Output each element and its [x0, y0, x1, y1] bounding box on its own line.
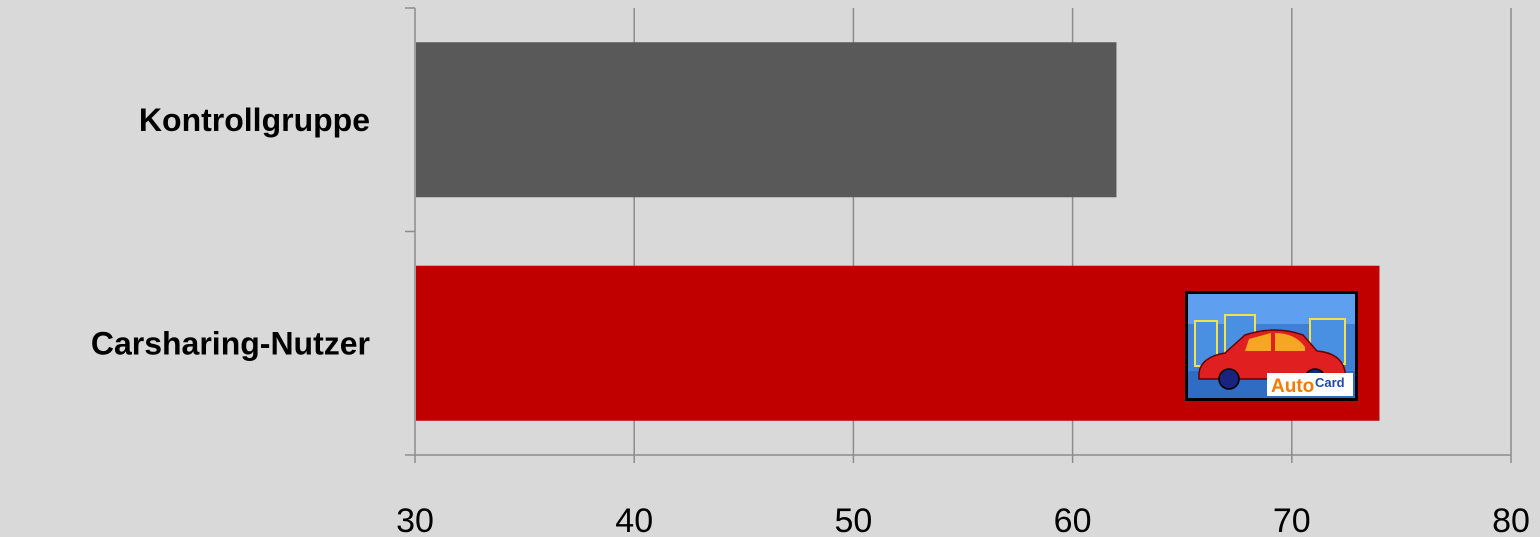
bar [416, 42, 1117, 198]
category-label: Kontrollgruppe [139, 102, 370, 138]
x-tick-label: 80 [1492, 502, 1530, 537]
autocard-logo-text-sub: Card [1315, 375, 1345, 390]
category-labels: Kontrollgruppe Carsharing-Nutzer [91, 102, 370, 362]
x-tick-label: 30 [396, 502, 434, 537]
x-tick-label: 40 [615, 502, 653, 537]
autocard-logo-text-main: Auto [1271, 376, 1314, 397]
axes [405, 7, 1512, 463]
x-tick-labels: 30 40 50 60 70 80 [396, 502, 1530, 537]
x-tick-label: 70 [1273, 502, 1311, 537]
x-tick-label: 50 [834, 502, 872, 537]
autocard-logo: Auto Card [1185, 291, 1358, 401]
category-label: Carsharing-Nutzer [91, 325, 370, 361]
x-tick-label: 60 [1054, 502, 1092, 537]
